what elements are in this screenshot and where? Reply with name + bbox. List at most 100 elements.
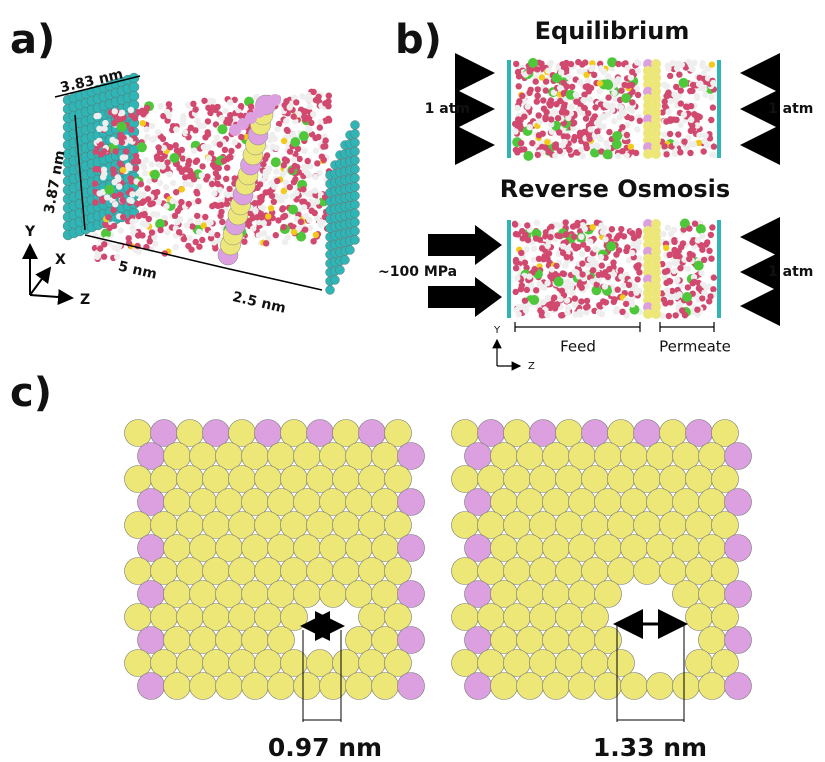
atom — [525, 237, 531, 243]
atom — [636, 269, 642, 275]
atom — [523, 151, 533, 161]
atom — [694, 307, 700, 313]
atom — [100, 174, 106, 180]
region-label: Permeate — [659, 338, 731, 356]
atom — [634, 466, 661, 493]
atom — [322, 100, 328, 106]
atom — [333, 466, 360, 493]
atom — [605, 73, 611, 79]
atom — [177, 604, 204, 631]
atom — [280, 224, 286, 230]
atom — [250, 225, 256, 231]
atom — [284, 128, 290, 134]
atom — [585, 110, 591, 116]
atom — [547, 273, 553, 279]
atom — [526, 68, 532, 74]
atom — [674, 65, 680, 71]
atom — [592, 260, 598, 266]
atom — [628, 291, 634, 297]
atom — [504, 420, 531, 447]
atom — [207, 219, 213, 225]
atom — [519, 93, 525, 99]
atom — [536, 256, 542, 262]
atom — [308, 120, 314, 126]
atom — [526, 273, 532, 279]
atom — [155, 129, 161, 135]
atom — [186, 201, 192, 207]
atom — [584, 303, 590, 309]
atom — [351, 138, 360, 147]
atom — [543, 627, 570, 654]
atom — [134, 201, 140, 207]
atom — [307, 420, 334, 447]
atom — [535, 152, 541, 158]
atom — [699, 535, 726, 562]
atom — [282, 239, 288, 245]
atom — [491, 443, 518, 470]
atom — [673, 140, 679, 146]
atom — [104, 194, 110, 200]
atom — [540, 97, 546, 103]
atom — [92, 181, 98, 187]
atom — [291, 229, 297, 235]
atom — [606, 266, 612, 272]
atom — [209, 203, 215, 209]
atom — [346, 581, 373, 608]
atom — [518, 250, 524, 256]
atom — [686, 604, 713, 631]
atom — [318, 222, 324, 228]
atom — [452, 420, 479, 447]
atom — [556, 604, 583, 631]
atom — [514, 275, 520, 281]
atom — [524, 287, 530, 293]
atom — [636, 255, 642, 261]
atom — [359, 466, 386, 493]
atom — [618, 226, 624, 232]
atom — [209, 181, 215, 187]
atom — [291, 156, 297, 162]
atom — [590, 267, 596, 273]
atom — [242, 581, 269, 608]
atom — [587, 96, 593, 102]
atom — [615, 153, 621, 159]
atom — [694, 261, 704, 271]
atom — [125, 604, 152, 631]
atom — [634, 420, 661, 447]
atom — [301, 167, 307, 173]
atom — [255, 420, 282, 447]
atom — [634, 512, 661, 539]
atom — [579, 251, 585, 257]
atom — [151, 420, 178, 447]
atom — [101, 241, 107, 247]
atom — [333, 512, 360, 539]
atom — [128, 127, 134, 133]
atom — [686, 256, 692, 262]
atom — [351, 182, 360, 191]
atom — [102, 120, 108, 126]
atom — [686, 558, 713, 585]
atom — [605, 94, 611, 100]
atom — [599, 311, 605, 317]
atom — [302, 213, 308, 219]
atom — [673, 535, 700, 562]
atom — [548, 60, 554, 66]
atom — [667, 131, 673, 137]
atom — [252, 208, 258, 214]
atom — [617, 114, 623, 120]
pressure-label: ~100 MPa — [378, 264, 457, 280]
atom — [673, 581, 700, 608]
atom — [169, 198, 175, 204]
atom — [398, 443, 425, 470]
atom — [133, 153, 139, 159]
atom — [629, 108, 635, 114]
atom — [504, 650, 531, 677]
atom — [564, 310, 570, 316]
atom — [679, 78, 689, 88]
atom — [686, 420, 713, 447]
atom — [164, 229, 170, 235]
atom — [314, 160, 320, 166]
atom — [669, 60, 675, 66]
atom — [177, 558, 204, 585]
atom — [542, 114, 548, 120]
atom — [281, 138, 287, 144]
